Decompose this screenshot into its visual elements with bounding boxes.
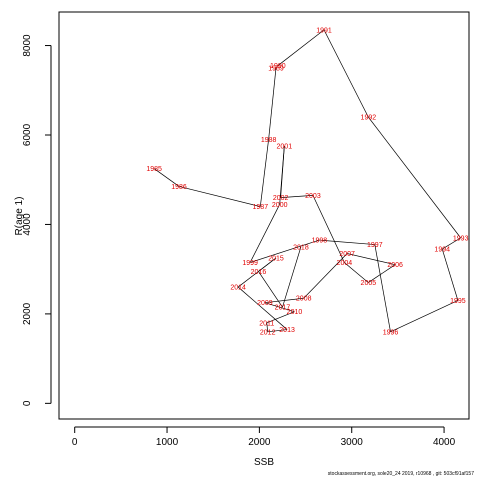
year-label-1994: 1994	[434, 247, 450, 254]
y-axis-label: R(age 1)	[14, 197, 25, 236]
year-label-2009: 2009	[257, 300, 273, 307]
year-label-2002: 2002	[273, 195, 289, 202]
trajectory-segment	[323, 29, 369, 118]
trajectory-segment	[267, 329, 288, 333]
trajectory-segment	[268, 67, 277, 140]
x-axis-label: SSB	[254, 457, 274, 468]
trajectory-segment	[312, 195, 345, 263]
trajectory-segment	[264, 302, 295, 312]
trajectory-segment	[237, 286, 288, 330]
year-label-2013: 2013	[279, 327, 295, 334]
year-label-2007: 2007	[339, 251, 355, 258]
year-label-2005: 2005	[361, 280, 377, 287]
year-label-2004: 2004	[337, 260, 353, 267]
x-axis: 0 1000 2000 3000 4000	[72, 426, 456, 448]
trajectory-segment	[280, 195, 313, 198]
trajectory-segment	[266, 311, 295, 324]
trajectory-segment	[368, 116, 461, 239]
y-axis: 0 2000 4000 6000 8000	[22, 34, 52, 406]
trajectory-segment	[368, 264, 396, 283]
x-tick-label: 4000	[433, 437, 456, 448]
year-label-1989: 1989	[268, 65, 284, 72]
year-label-1991: 1991	[316, 27, 332, 34]
plot-frame	[58, 11, 470, 420]
year-label-2016: 2016	[251, 269, 267, 276]
trajectory-segment	[282, 246, 302, 308]
trajectory-segment	[250, 239, 320, 263]
year-label-2018: 2018	[293, 244, 309, 251]
year-label-2010: 2010	[287, 309, 303, 316]
year-label-1985: 1985	[146, 166, 162, 173]
year-label-2000: 2000	[272, 202, 288, 209]
year-label-2003: 2003	[305, 193, 321, 200]
y-tick-label: 8000	[22, 34, 33, 57]
trajectory-segment	[277, 29, 325, 66]
year-label-1999: 1999	[242, 260, 258, 267]
x-tick-label: 3000	[341, 437, 364, 448]
year-label-1993: 1993	[453, 235, 469, 242]
x-tick-label: 1000	[156, 437, 179, 448]
x-tick-label: 0	[72, 437, 78, 448]
year-label-1992: 1992	[361, 115, 377, 122]
year-label-1988: 1988	[261, 137, 277, 144]
year-label-2015: 2015	[268, 255, 284, 262]
year-label-1996: 1996	[383, 329, 399, 336]
year-label-1998: 1998	[312, 238, 328, 245]
y-tick-label: 0	[22, 400, 33, 406]
trajectory-segment	[266, 322, 269, 332]
year-label-1995: 1995	[450, 298, 466, 305]
year-label-1990: 1990	[270, 63, 286, 70]
trajectory-segment	[303, 253, 348, 299]
trajectory-segment	[153, 168, 180, 187]
year-label-2006: 2006	[387, 262, 403, 269]
y-tick-label: 4000	[22, 213, 33, 236]
trajectory-segment	[319, 239, 375, 245]
trajectory-segment	[441, 248, 459, 301]
x-tick-label: 2000	[248, 437, 271, 448]
trajectory-segment	[344, 262, 369, 283]
trajectory-segment	[275, 65, 279, 69]
footer-note: stockassessment.org, sole20_24 2019, r10…	[327, 471, 474, 477]
year-label-1986: 1986	[171, 184, 187, 191]
year-label-2008: 2008	[296, 296, 312, 303]
trajectory-segment	[374, 244, 391, 332]
trajectory-lines	[153, 29, 461, 333]
year-label-1997: 1997	[367, 242, 383, 249]
y-tick-label: 2000	[22, 302, 33, 325]
trajectory-segment	[390, 300, 459, 333]
year-label-2001: 2001	[277, 144, 293, 151]
y-tick-label: 6000	[22, 123, 33, 146]
trajectory-segment	[258, 257, 277, 272]
trajectory-segment	[178, 186, 261, 207]
trajectory-segment	[258, 271, 283, 308]
trajectory-segment	[347, 253, 396, 266]
year-label-2014: 2014	[230, 285, 246, 292]
year-labels: 1985198619871988198919901991199219931994…	[146, 27, 468, 336]
year-label-2012: 2012	[260, 329, 276, 336]
year-label-2017: 2017	[275, 305, 291, 312]
trajectory-segment	[249, 204, 281, 263]
trajectory-segment	[280, 146, 285, 198]
trajectory-segment	[442, 237, 461, 250]
year-label-2011: 2011	[259, 320, 274, 327]
trajectory-segment	[259, 139, 269, 207]
year-label-1987: 1987	[253, 204, 269, 211]
